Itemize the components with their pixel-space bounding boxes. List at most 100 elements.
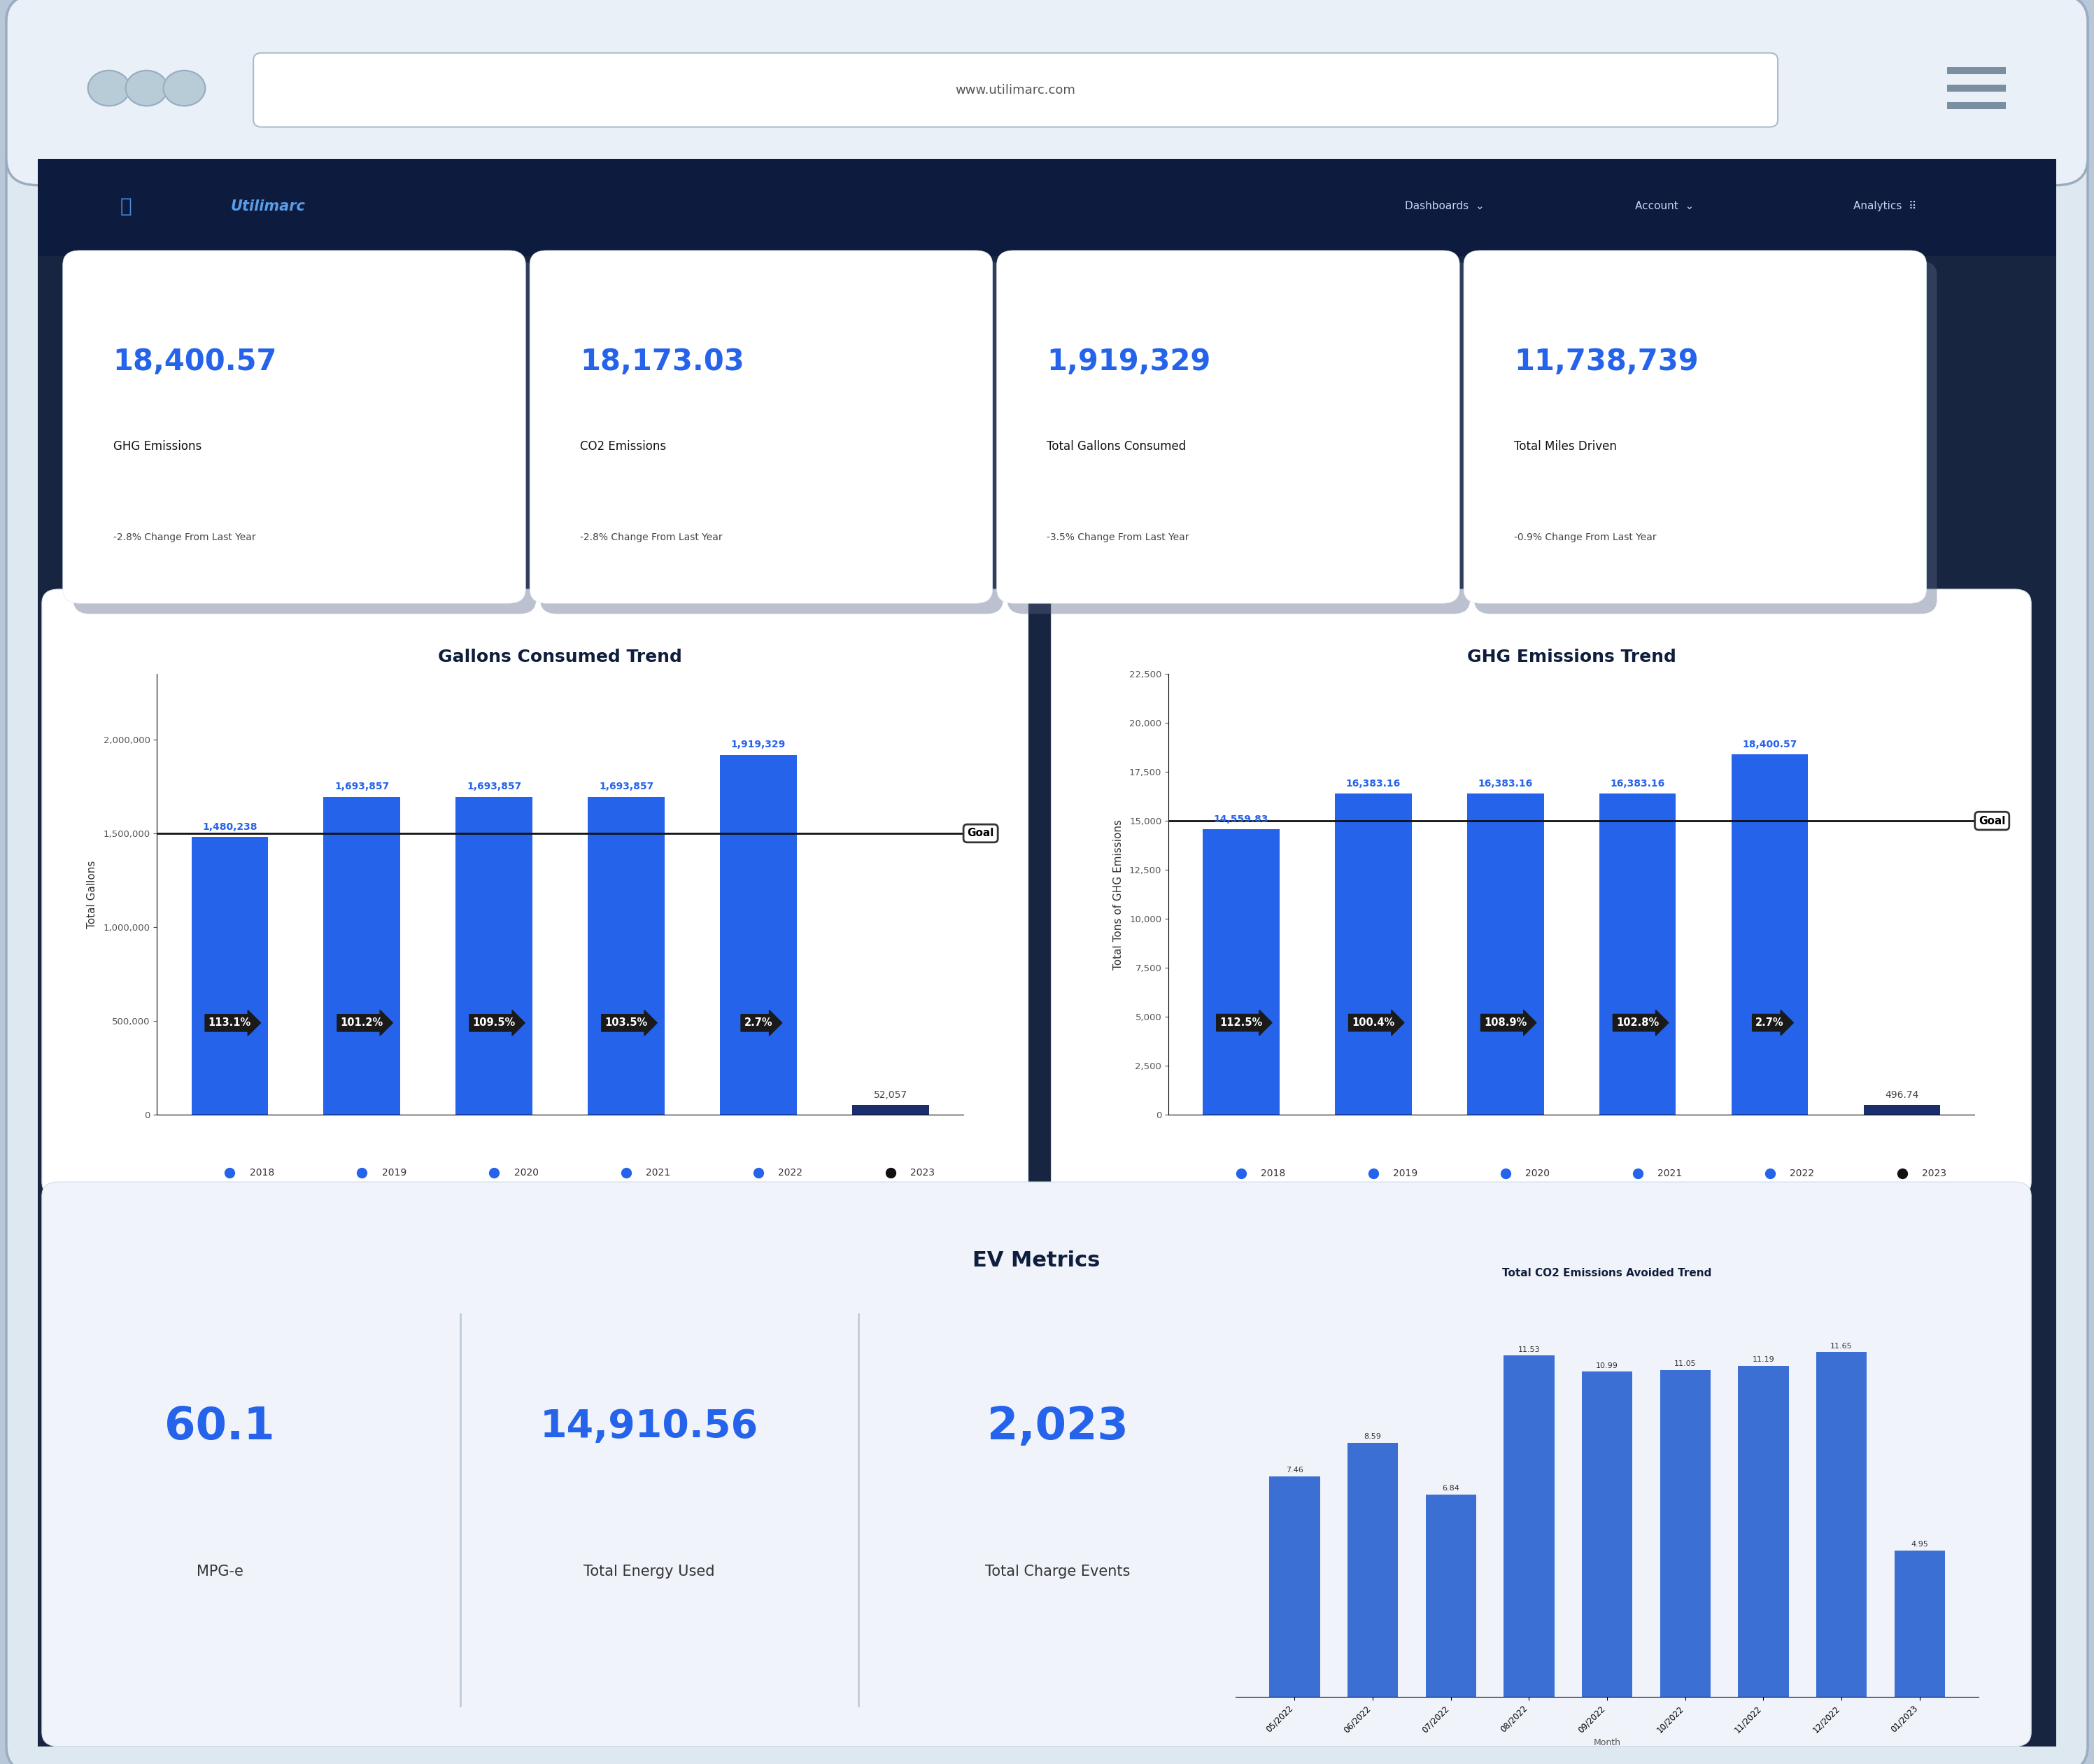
Text: 11.53: 11.53	[1518, 1346, 1539, 1353]
Text: 14,559.83: 14,559.83	[1215, 815, 1269, 824]
FancyBboxPatch shape	[540, 261, 1003, 614]
Text: 2.7%: 2.7%	[1755, 1018, 1784, 1028]
Text: 2020: 2020	[513, 1168, 538, 1178]
Text: 103.5%: 103.5%	[605, 1018, 647, 1028]
Y-axis label: Total Gallons: Total Gallons	[88, 861, 98, 928]
Text: 16,383.16: 16,383.16	[1478, 780, 1533, 789]
Circle shape	[126, 71, 168, 106]
FancyBboxPatch shape	[42, 1182, 2031, 1746]
Y-axis label: Total Tons of GHG Emissions: Total Tons of GHG Emissions	[1112, 818, 1122, 970]
Text: 1,693,857: 1,693,857	[335, 781, 389, 792]
Bar	[38, 159, 2056, 256]
Bar	[1336, 794, 1411, 1115]
Text: 102.8%: 102.8%	[1617, 1018, 1658, 1028]
Text: Total Miles Driven: Total Miles Driven	[1514, 439, 1617, 453]
Text: 2018: 2018	[1261, 1170, 1286, 1178]
Bar	[720, 755, 796, 1115]
Bar	[1202, 829, 1279, 1115]
Text: 𝓤: 𝓤	[119, 196, 132, 217]
Bar	[1895, 1551, 1945, 1697]
FancyBboxPatch shape	[6, 0, 2088, 1764]
Bar	[1732, 755, 1807, 1115]
Text: 10.99: 10.99	[1596, 1362, 1619, 1369]
Circle shape	[88, 71, 130, 106]
Text: GHG Emissions: GHG Emissions	[113, 439, 201, 453]
Text: Total Gallons Consumed: Total Gallons Consumed	[1047, 439, 1187, 453]
Bar	[1600, 794, 1675, 1115]
Text: Account  ⌄: Account ⌄	[1635, 201, 1694, 212]
Bar	[1947, 67, 2006, 74]
Title: GHG Emissions Trend: GHG Emissions Trend	[1468, 649, 1675, 665]
Text: 108.9%: 108.9%	[1485, 1018, 1527, 1028]
Text: 2021: 2021	[647, 1168, 670, 1178]
Text: 1,919,329: 1,919,329	[1047, 348, 1210, 377]
Text: -2.8% Change From Last Year: -2.8% Change From Last Year	[580, 533, 722, 542]
Text: Analytics  ⠿: Analytics ⠿	[1853, 201, 1916, 212]
Bar	[588, 797, 664, 1115]
Text: MPG-e: MPG-e	[197, 1565, 243, 1579]
FancyBboxPatch shape	[1474, 261, 1937, 614]
FancyBboxPatch shape	[1464, 250, 1926, 603]
Bar	[1346, 1443, 1399, 1697]
Text: 18,400.57: 18,400.57	[1742, 739, 1797, 750]
Text: www.utilimarc.com: www.utilimarc.com	[955, 83, 1076, 97]
Bar	[1269, 1476, 1319, 1697]
Title: Gallons Consumed Trend: Gallons Consumed Trend	[438, 649, 683, 665]
Text: Goal: Goal	[1979, 815, 2006, 826]
Circle shape	[163, 71, 205, 106]
Bar	[852, 1104, 930, 1115]
Text: Total Charge Events: Total Charge Events	[984, 1565, 1131, 1579]
Bar	[1738, 1365, 1788, 1697]
Text: 2018: 2018	[249, 1168, 274, 1178]
Text: 1,693,857: 1,693,857	[467, 781, 521, 792]
Text: 8.59: 8.59	[1363, 1434, 1382, 1439]
Text: 52,057: 52,057	[873, 1090, 907, 1099]
FancyBboxPatch shape	[1051, 589, 2031, 1196]
FancyBboxPatch shape	[997, 250, 1460, 603]
Text: 113.1%: 113.1%	[207, 1018, 251, 1028]
Text: -0.9% Change From Last Year: -0.9% Change From Last Year	[1514, 533, 1656, 542]
Text: 2,023: 2,023	[986, 1404, 1129, 1448]
Text: 11.65: 11.65	[1830, 1342, 1853, 1349]
Text: 18,400.57: 18,400.57	[113, 348, 276, 377]
Text: -2.8% Change From Last Year: -2.8% Change From Last Year	[113, 533, 255, 542]
Text: 16,383.16: 16,383.16	[1346, 780, 1401, 789]
Bar	[1864, 1104, 1941, 1115]
Text: 1,919,329: 1,919,329	[731, 739, 785, 750]
Text: 2023: 2023	[911, 1168, 934, 1178]
Text: 100.4%: 100.4%	[1353, 1018, 1395, 1028]
Bar	[1581, 1372, 1633, 1697]
Text: EV Metrics: EV Metrics	[974, 1251, 1099, 1270]
FancyBboxPatch shape	[1007, 261, 1470, 614]
Text: 1,693,857: 1,693,857	[599, 781, 653, 792]
Bar	[38, 256, 2056, 1746]
Text: 11.05: 11.05	[1675, 1360, 1696, 1367]
FancyBboxPatch shape	[530, 250, 993, 603]
Text: 2019: 2019	[1393, 1170, 1418, 1178]
Text: CO2 Emissions: CO2 Emissions	[580, 439, 666, 453]
Text: 2019: 2019	[381, 1168, 406, 1178]
Text: 11.19: 11.19	[1753, 1357, 1774, 1364]
Bar	[1426, 1494, 1476, 1697]
Text: 1,480,238: 1,480,238	[203, 822, 258, 833]
Bar	[1947, 85, 2006, 92]
Bar	[191, 838, 268, 1115]
Text: 101.2%: 101.2%	[341, 1018, 383, 1028]
Text: Utilimarc: Utilimarc	[230, 199, 306, 213]
Bar	[1815, 1351, 1868, 1697]
Bar	[1503, 1355, 1554, 1697]
Text: 18,173.03: 18,173.03	[580, 348, 743, 377]
Text: 4.95: 4.95	[1912, 1542, 1929, 1549]
Text: 7.46: 7.46	[1286, 1466, 1302, 1473]
Bar	[325, 797, 400, 1115]
Text: Dashboards  ⌄: Dashboards ⌄	[1405, 201, 1485, 212]
Text: 2021: 2021	[1658, 1170, 1681, 1178]
FancyBboxPatch shape	[253, 53, 1778, 127]
Text: 11,738,739: 11,738,739	[1514, 348, 1698, 377]
Text: 14,910.56: 14,910.56	[540, 1408, 758, 1445]
Text: 109.5%: 109.5%	[473, 1018, 515, 1028]
Bar	[1947, 102, 2006, 109]
X-axis label: Month: Month	[1594, 1738, 1621, 1748]
Text: 2022: 2022	[1790, 1170, 1813, 1178]
Text: 60.1: 60.1	[165, 1404, 274, 1448]
